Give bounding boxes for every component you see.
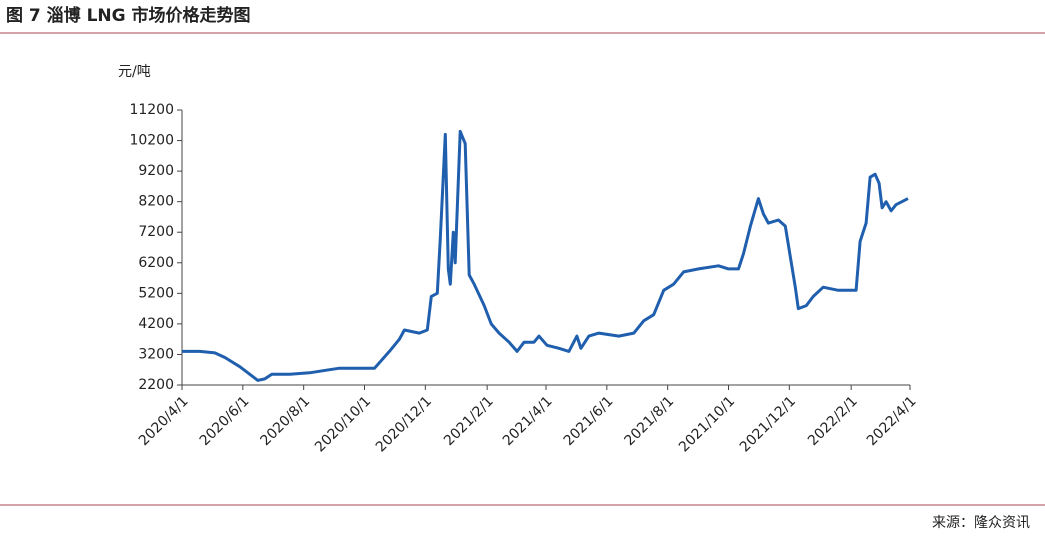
x-tick-label: 2022/2/1 [805, 393, 861, 449]
y-tick-label: 4200 [138, 316, 174, 332]
y-tick-label: 9200 [138, 163, 174, 179]
x-tick-label: 2021/8/1 [622, 393, 678, 449]
y-tick-label: 7200 [138, 224, 174, 240]
source: 来源：隆众资讯 [932, 515, 1030, 531]
chart-title: 图 7 淄博 LNG 市场价格走势图 [6, 5, 251, 26]
y-tick-label: 6200 [138, 255, 174, 271]
y-tick-label: 5200 [138, 285, 174, 301]
x-tick-label: 2020/6/1 [197, 393, 253, 449]
x-tick-label: 2021/4/1 [500, 393, 556, 449]
x-tick-label: 2020/8/1 [258, 393, 314, 449]
x-tick-label: 2022/4/1 [864, 393, 920, 449]
y-tick-label: 2200 [138, 377, 174, 393]
x-tick-label: 2021/6/1 [561, 393, 617, 449]
x-tick-label: 2020/12/1 [373, 393, 435, 455]
x-tick-label: 2021/2/1 [441, 393, 497, 449]
price-line [182, 129, 909, 382]
y-tick-label: 3200 [138, 346, 174, 362]
x-tick-label: 2020/10/1 [312, 393, 374, 455]
x-tick-label: 2021/10/1 [676, 393, 738, 455]
y-tick-label: 11200 [129, 102, 174, 118]
y-tick-label: 10200 [129, 133, 174, 149]
y-axis-label: 元/吨 [118, 64, 151, 80]
x-tick-label: 2020/4/1 [136, 393, 192, 449]
x-tick-label: 2021/12/1 [737, 393, 799, 455]
y-tick-label: 8200 [138, 194, 174, 210]
